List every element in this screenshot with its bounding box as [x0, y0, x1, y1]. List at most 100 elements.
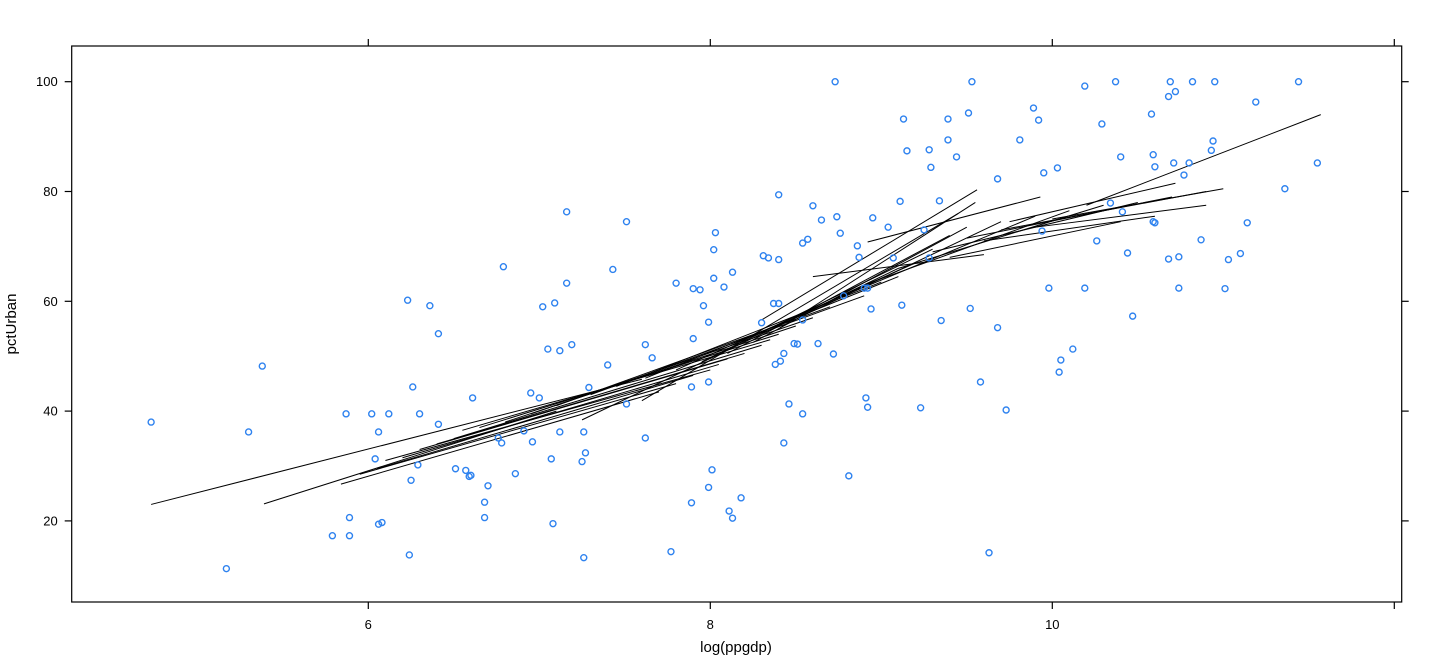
data-point — [244, 428, 253, 436]
x-tick-label: 8 — [707, 617, 714, 632]
data-point — [1081, 284, 1089, 292]
y-tick-label: 40 — [43, 404, 57, 419]
data-point — [1123, 249, 1132, 257]
data-point — [1081, 82, 1089, 90]
data-point — [374, 428, 383, 436]
data-point — [1002, 406, 1010, 414]
data-point — [1207, 146, 1216, 155]
data-point — [1209, 137, 1217, 145]
plot-box — [71, 45, 1403, 603]
data-point — [863, 403, 872, 411]
regression-segment — [727, 234, 950, 354]
data-point — [860, 284, 868, 292]
regression-segment — [804, 221, 1002, 316]
data-point — [556, 428, 564, 436]
data-point — [1243, 219, 1251, 227]
x-axis-label: log(ppgdp) — [700, 639, 772, 656]
data-point — [1170, 159, 1178, 167]
data-point — [1151, 163, 1159, 171]
data-point — [699, 301, 708, 310]
data-point — [944, 136, 952, 144]
data-point — [1116, 153, 1125, 161]
data-point — [790, 339, 798, 348]
data-point — [793, 340, 802, 348]
data-point — [689, 284, 697, 293]
data-point — [1098, 120, 1106, 128]
data-point — [855, 253, 863, 262]
data-point — [147, 418, 155, 426]
data-point — [775, 255, 783, 264]
data-point — [725, 507, 733, 515]
data-point — [520, 427, 528, 435]
data-point — [511, 469, 520, 478]
data-point — [345, 513, 354, 522]
data-point — [1111, 77, 1120, 86]
data-point — [925, 254, 933, 262]
data-point — [710, 245, 718, 254]
data-point — [1147, 110, 1156, 118]
data-point — [711, 228, 720, 237]
data-point — [966, 304, 974, 313]
regression-segment — [376, 374, 694, 470]
data-point — [1069, 345, 1077, 353]
data-point — [415, 410, 424, 418]
plot-frame — [71, 45, 1403, 603]
data-point — [405, 551, 414, 559]
data-point — [527, 389, 535, 397]
data-point — [769, 299, 778, 308]
data-point — [937, 316, 945, 325]
regression-segment — [641, 213, 959, 402]
data-point — [903, 147, 911, 155]
x-tick-label: 10 — [1045, 617, 1059, 632]
data-point — [1224, 255, 1233, 264]
data-point — [1185, 159, 1193, 167]
y-tick-label: 60 — [43, 294, 57, 309]
data-point — [222, 564, 231, 573]
data-point — [1038, 227, 1046, 235]
regression-segment — [402, 363, 719, 459]
data-point — [622, 217, 631, 226]
data-point — [1175, 284, 1183, 292]
data-point — [776, 357, 785, 365]
data-point — [1180, 171, 1188, 179]
data-point — [434, 420, 443, 428]
data-point — [862, 394, 870, 402]
data-point — [385, 410, 393, 418]
data-point — [831, 77, 839, 86]
data-point — [1057, 356, 1065, 364]
data-point — [728, 514, 737, 522]
data-point — [641, 434, 650, 442]
data-point — [728, 268, 737, 276]
data-point — [1164, 255, 1173, 263]
data-point — [1252, 98, 1260, 106]
data-point — [426, 301, 434, 310]
data-point — [785, 400, 793, 408]
regression-segment — [340, 391, 660, 485]
data-point — [780, 349, 788, 358]
data-point — [829, 350, 838, 358]
data-point — [920, 226, 928, 234]
data-point — [944, 115, 952, 123]
data-point — [434, 329, 443, 338]
regression-segment — [359, 383, 677, 475]
data-point — [775, 299, 783, 308]
data-point — [916, 404, 925, 412]
data-point — [535, 394, 543, 402]
data-point — [898, 301, 906, 309]
data-point — [480, 513, 489, 522]
regression-segment — [1086, 114, 1321, 206]
axis-ticks — [64, 39, 1409, 609]
regression-segment — [1035, 204, 1207, 228]
data-point — [968, 77, 976, 86]
data-point — [544, 345, 552, 353]
regression-segment — [812, 254, 984, 278]
data-point — [258, 362, 266, 370]
data-point — [451, 465, 460, 473]
data-point — [708, 466, 716, 474]
regression-segment — [453, 344, 762, 440]
data-point — [817, 216, 826, 224]
data-point — [1188, 77, 1197, 86]
regression-segment — [867, 196, 1041, 243]
data-point — [798, 410, 807, 418]
